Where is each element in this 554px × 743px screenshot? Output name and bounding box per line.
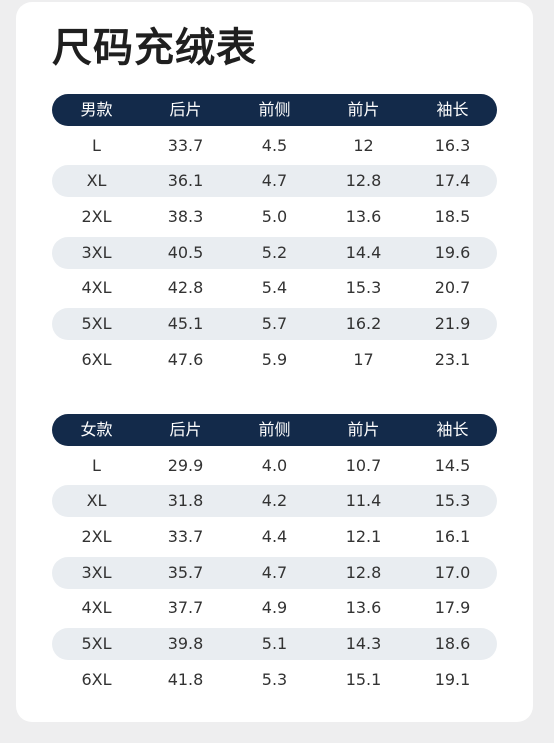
value-cell: 17.9 <box>434 598 471 618</box>
value-cell: 4.5 <box>261 135 288 155</box>
table-header: 女款 后片 前侧 前片 袖长 <box>52 414 497 446</box>
value-cell: 4.0 <box>261 455 288 475</box>
table-row: 5XL 39.8 5.1 14.3 18.6 <box>52 628 497 661</box>
size-cell: 2XL <box>81 207 112 227</box>
table-row: XL 36.1 4.7 12.8 17.4 <box>52 165 497 198</box>
table-row: 5XL 45.1 5.7 16.2 21.9 <box>52 308 497 341</box>
header-cell: 前片 <box>347 420 380 439</box>
table-row: 4XL 42.8 5.4 15.3 20.7 <box>52 272 497 304</box>
header-cell: 女款 <box>80 420 113 439</box>
table-row: 2XL 38.3 5.0 13.6 18.5 <box>52 201 497 233</box>
value-cell: 5.9 <box>261 349 288 369</box>
size-cell: 6XL <box>81 669 112 689</box>
header-cell: 袖长 <box>436 420 469 439</box>
value-cell: 16.1 <box>434 527 471 547</box>
value-cell: 14.3 <box>345 634 382 654</box>
value-cell: 17.0 <box>434 562 471 582</box>
value-cell: 47.6 <box>167 349 204 369</box>
value-cell: 29.9 <box>167 455 204 475</box>
value-cell: 5.0 <box>261 207 288 227</box>
value-cell: 17.4 <box>434 171 471 191</box>
header-cell: 前片 <box>347 100 380 119</box>
value-cell: 20.7 <box>434 278 471 298</box>
table-row: 6XL 47.6 5.9 17 23.1 <box>52 344 497 376</box>
size-cell: 2XL <box>81 527 112 547</box>
size-cell: 5XL <box>81 634 112 654</box>
header-cell: 前侧 <box>258 100 291 119</box>
size-cell: 6XL <box>81 349 112 369</box>
value-cell: 13.6 <box>345 598 382 618</box>
table-row: L 29.9 4.0 10.7 14.5 <box>52 450 497 482</box>
value-cell: 14.4 <box>345 242 382 262</box>
value-cell: 33.7 <box>167 135 204 155</box>
value-cell: 23.1 <box>434 349 471 369</box>
value-cell: 12 <box>353 135 374 155</box>
table-row: XL 31.8 4.2 11.4 15.3 <box>52 485 497 518</box>
value-cell: 4.4 <box>261 527 288 547</box>
table-row: 3XL 40.5 5.2 14.4 19.6 <box>52 236 497 269</box>
value-cell: 35.7 <box>167 562 204 582</box>
size-cell: XL <box>86 491 107 511</box>
header-cell: 袖长 <box>436 100 469 119</box>
value-cell: 5.2 <box>261 242 288 262</box>
value-cell: 5.4 <box>261 278 288 298</box>
men-size-table: 男款 后片 前侧 前片 袖长 L 33.7 4.5 12 16.3 XL 36.1 4.7 12.8 17.… <box>52 94 497 376</box>
value-cell: 16.2 <box>345 314 382 334</box>
header-cell: 后片 <box>169 420 202 439</box>
value-cell: 12.1 <box>345 527 382 547</box>
value-cell: 33.7 <box>167 527 204 547</box>
size-cell: L <box>92 135 101 155</box>
size-cell: XL <box>86 171 107 191</box>
size-cell: 4XL <box>81 278 112 298</box>
size-cell: L <box>92 455 101 475</box>
value-cell: 4.7 <box>261 171 288 191</box>
value-cell: 5.1 <box>261 634 288 654</box>
value-cell: 14.5 <box>434 455 471 475</box>
women-size-table: 女款 后片 前侧 前片 袖长 L 29.9 4.0 10.7 14.5 XL 31.8 4.2 11.4 1… <box>52 414 497 696</box>
table-row: 6XL 41.8 5.3 15.1 19.1 <box>52 664 497 696</box>
value-cell: 31.8 <box>167 491 204 511</box>
value-cell: 42.8 <box>167 278 204 298</box>
header-cell: 男款 <box>80 100 113 119</box>
value-cell: 18.5 <box>434 207 471 227</box>
size-cell: 4XL <box>81 598 112 618</box>
value-cell: 12.8 <box>345 562 382 582</box>
value-cell: 18.6 <box>434 634 471 654</box>
size-cell: 3XL <box>81 562 112 582</box>
value-cell: 39.8 <box>167 634 204 654</box>
value-cell: 38.3 <box>167 207 204 227</box>
value-cell: 21.9 <box>434 314 471 334</box>
value-cell: 19.1 <box>434 669 471 689</box>
value-cell: 19.6 <box>434 242 471 262</box>
value-cell: 10.7 <box>345 455 382 475</box>
table-row: L 33.7 4.5 12 16.3 <box>52 130 497 162</box>
value-cell: 5.7 <box>261 314 288 334</box>
value-cell: 45.1 <box>167 314 204 334</box>
header-cell: 前侧 <box>258 420 291 439</box>
page-title: 尺码充绒表 <box>52 25 257 71</box>
size-cell: 3XL <box>81 242 112 262</box>
value-cell: 12.8 <box>345 171 382 191</box>
table-row: 4XL 37.7 4.9 13.6 17.9 <box>52 592 497 624</box>
value-cell: 40.5 <box>167 242 204 262</box>
value-cell: 17 <box>353 349 374 369</box>
table-row: 3XL 35.7 4.7 12.8 17.0 <box>52 556 497 589</box>
value-cell: 15.3 <box>345 278 382 298</box>
value-cell: 15.1 <box>345 669 382 689</box>
value-cell: 16.3 <box>434 135 471 155</box>
value-cell: 41.8 <box>167 669 204 689</box>
value-cell: 15.3 <box>434 491 471 511</box>
value-cell: 5.3 <box>261 669 288 689</box>
header-cell: 后片 <box>169 100 202 119</box>
value-cell: 4.7 <box>261 562 288 582</box>
value-cell: 36.1 <box>167 171 204 191</box>
value-cell: 13.6 <box>345 207 382 227</box>
table-row: 2XL 33.7 4.4 12.1 16.1 <box>52 521 497 553</box>
value-cell: 37.7 <box>167 598 204 618</box>
size-cell: 5XL <box>81 314 112 334</box>
table-header: 男款 后片 前侧 前片 袖长 <box>52 94 497 126</box>
value-cell: 4.2 <box>261 491 288 511</box>
value-cell: 4.9 <box>261 598 288 618</box>
value-cell: 11.4 <box>345 491 382 511</box>
